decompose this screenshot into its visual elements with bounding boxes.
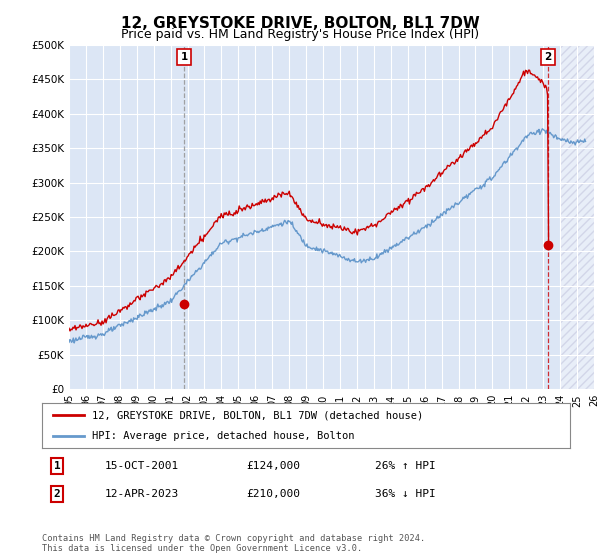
Text: 36% ↓ HPI: 36% ↓ HPI	[375, 489, 436, 499]
Text: 12, GREYSTOKE DRIVE, BOLTON, BL1 7DW (detached house): 12, GREYSTOKE DRIVE, BOLTON, BL1 7DW (de…	[92, 410, 424, 421]
Text: 12-APR-2023: 12-APR-2023	[105, 489, 179, 499]
Text: 1: 1	[181, 52, 188, 62]
Text: Price paid vs. HM Land Registry's House Price Index (HPI): Price paid vs. HM Land Registry's House …	[121, 28, 479, 41]
Text: £124,000: £124,000	[246, 461, 300, 471]
Text: 2: 2	[544, 52, 551, 62]
Text: £210,000: £210,000	[246, 489, 300, 499]
Text: 2: 2	[53, 489, 61, 499]
Text: 15-OCT-2001: 15-OCT-2001	[105, 461, 179, 471]
Text: 12, GREYSTOKE DRIVE, BOLTON, BL1 7DW: 12, GREYSTOKE DRIVE, BOLTON, BL1 7DW	[121, 16, 479, 31]
Bar	[560, 45, 594, 389]
Text: Contains HM Land Registry data © Crown copyright and database right 2024.
This d: Contains HM Land Registry data © Crown c…	[42, 534, 425, 553]
Text: HPI: Average price, detached house, Bolton: HPI: Average price, detached house, Bolt…	[92, 431, 355, 441]
Text: 1: 1	[53, 461, 61, 471]
Text: 26% ↑ HPI: 26% ↑ HPI	[375, 461, 436, 471]
